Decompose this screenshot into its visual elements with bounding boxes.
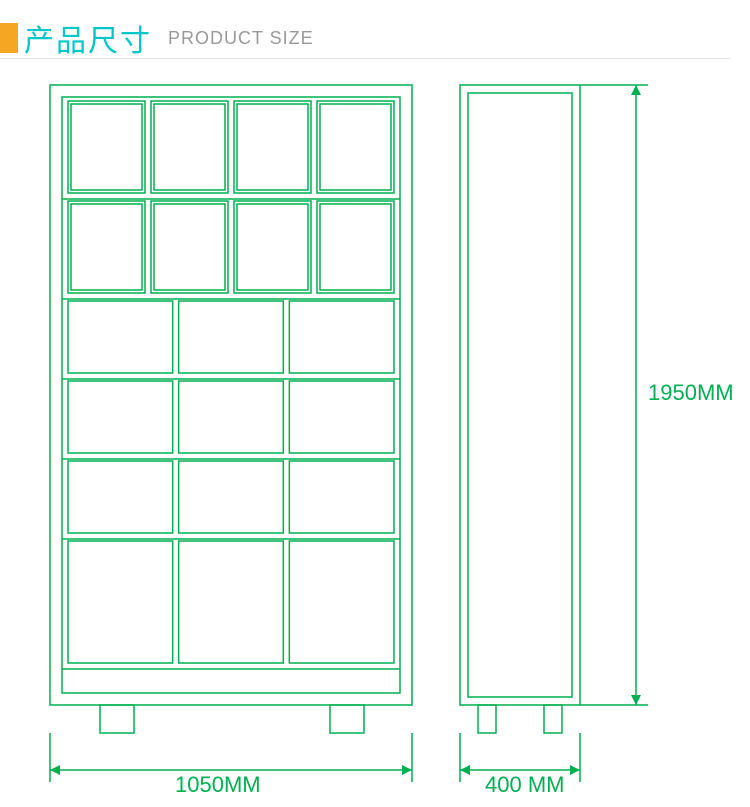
header-underline — [0, 58, 730, 59]
title-cn: 产品尺寸 — [24, 16, 152, 60]
product-size-diagram: 1050MM 400 MM 1950MM — [0, 70, 750, 807]
header: 产品尺寸 PRODUCT SIZE — [0, 18, 314, 58]
svg-text:1050MM: 1050MM — [175, 772, 261, 797]
title-en: PRODUCT SIZE — [168, 28, 314, 49]
svg-text:400 MM: 400 MM — [485, 772, 564, 797]
accent-bar — [0, 23, 18, 53]
svg-text:1950MM: 1950MM — [648, 380, 734, 405]
